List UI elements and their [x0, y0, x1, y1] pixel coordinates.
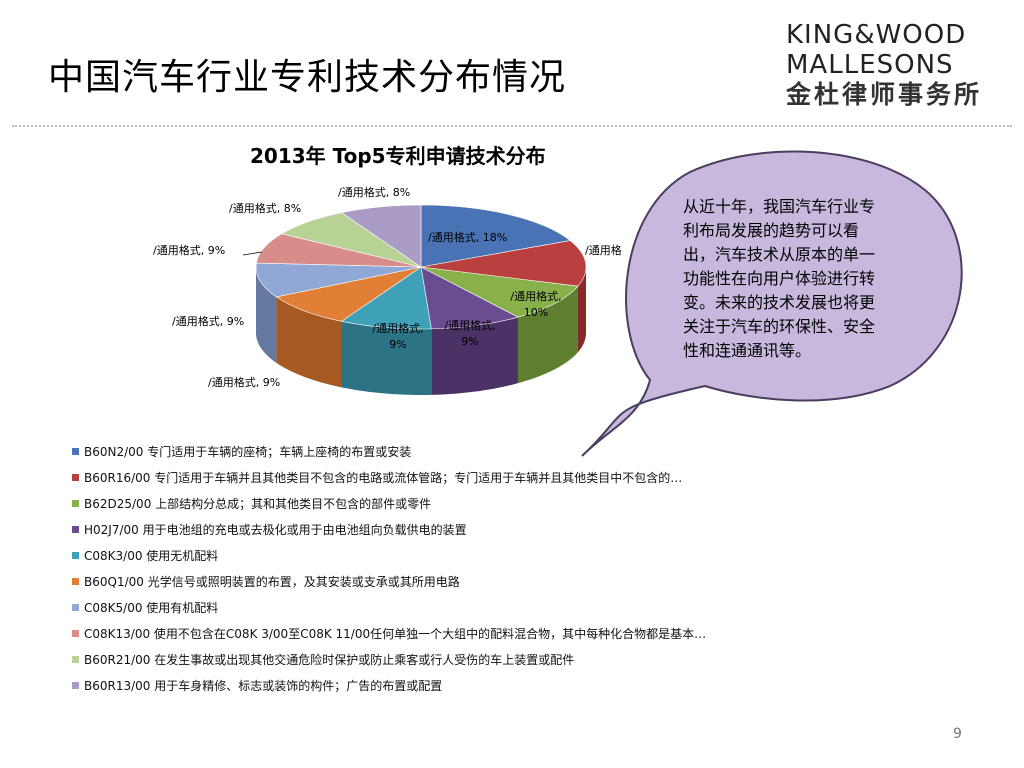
legend-swatch [72, 499, 79, 507]
pie-sides [256, 267, 586, 395]
pie-data-label-2: /通用格 [585, 243, 622, 257]
legend-label: B62D25/00 上部结构分总成；其和其他类目不包含的部件或零件 [84, 496, 432, 511]
pie-leader-lines [242, 251, 263, 256]
slide-title: 中国汽车行业专利技术分布情况 [48, 57, 567, 98]
pie-slice-1 [420, 204, 572, 268]
pie-slice-5 [340, 266, 432, 330]
pie-slice-3 [420, 266, 579, 318]
pie-data-label-9: /通用格式, 8% [229, 201, 301, 215]
legend-label: B60Q1/00 光学信号或照明装置的布置，及其安装或支承或其所用电路 [84, 574, 460, 589]
chart-legend: B60N2/00 专门适用于车辆的座椅；车辆上座椅的布置或安装 B60R16/00… [72, 438, 972, 698]
legend-swatch [72, 629, 79, 637]
legend-swatch [72, 525, 79, 533]
callout-text: 从近十年，我国汽车行业专利布局发展的趋势可以看出，汽车技术从原本的单一功能性在向… [683, 197, 875, 360]
callout-bubble [581, 150, 963, 457]
pie-data-label-7: /通用格式, 9% [172, 314, 244, 328]
legend-label: C08K5/00 使用有机配料 [84, 600, 219, 615]
legend-swatch [72, 473, 79, 481]
title-divider [12, 125, 1012, 127]
legend-item: B62D25/00 上部结构分总成；其和其他类目不包含的部件或零件 [72, 490, 972, 516]
legend-label: C08K3/00 使用无机配料 [84, 548, 219, 563]
legend-item: C08K5/00 使用有机配料 [72, 594, 972, 620]
pie-data-label-5: /通用格式, 9% [372, 321, 423, 351]
legend-item: C08K13/00 使用不包含在C08K 3/00至C08K 11/00任何单独… [72, 620, 972, 646]
legend-label: B60R13/00 用于车身精修、标志或装饰的构件；广告的布置或配置 [84, 678, 443, 693]
legend-item: B60N2/00 专门适用于车辆的座椅；车辆上座椅的布置或安装 [72, 438, 972, 464]
legend-label: H02J7/00 用于电池组的充电或去极化或用于由电池组向负载供电的装置 [84, 522, 467, 537]
pie-data-label-1: /通用格式, 18% [428, 230, 507, 244]
pie-data-label-3: /通用格式, 10% [510, 289, 561, 319]
pie-slice-side-2 [577, 267, 586, 353]
kwm-logo: KING&WOOD MALLESONS 金杜律师事务所 [786, 20, 996, 110]
legend-item: B60R16/00 专门适用于车辆并且其他类目不包含的电路或流体管路；专门适用于… [72, 464, 972, 490]
logo-line-3: 金杜律师事务所 [786, 80, 983, 109]
legend-swatch [72, 577, 79, 585]
pie-slice-10 [340, 204, 422, 268]
chart-title: 2013年 Top5专利申请技术分布 [250, 144, 546, 168]
pie-slice-side-6 [276, 296, 342, 388]
legend-swatch [72, 681, 79, 689]
legend-item: B60R21/00 在发生事故或出现其他交通危险时保护或防止乘客或行人受伤的车上… [72, 646, 972, 672]
pie-slice-2 [420, 240, 587, 287]
pie-slice-side-3 [517, 286, 578, 384]
pie-data-label-4: /通用格式, 9% [444, 318, 495, 348]
legend-label: B60R21/00 在发生事故或出现其他交通危险时保护或防止乘客或行人受伤的车上… [84, 652, 575, 667]
legend-label: C08K13/00 使用不包含在C08K 3/00至C08K 11/00任何单独… [84, 626, 707, 641]
legend-swatch [72, 447, 79, 455]
logo-line-2: MALLESONS [786, 50, 954, 80]
leader-line [242, 251, 263, 256]
pie-data-labels: /通用格式, 18% /通用格/通用格式, 10% /通用格式, 9% /通用格式, 9% /… [153, 185, 622, 389]
pie-slice-side-4 [431, 317, 518, 395]
legend-swatch [72, 551, 79, 559]
legend-item: B60Q1/00 光学信号或照明装置的布置，及其安装或支承或其所用电路 [72, 568, 972, 594]
legend-item: C08K3/00 使用无机配料 [72, 542, 972, 568]
pie-data-label-8: /通用格式, 9% [153, 243, 225, 257]
logo-line-1: KING&WOOD [786, 20, 967, 50]
legend-swatch [72, 655, 79, 663]
legend-item: H02J7/00 用于电池组的充电或去极化或用于由电池组向负载供电的装置 [72, 516, 972, 542]
pie-data-label-6: /通用格式, 9% [208, 375, 280, 389]
speech-bubble-callout: 从近十年，我国汽车行业专利布局发展的趋势可以看出，汽车技术从原本的单一功能性在向… [581, 150, 963, 457]
pie-slice-4 [420, 266, 519, 330]
legend-label: B60N2/00 专门适用于车辆的座椅；车辆上座椅的布置或安装 [84, 444, 412, 459]
pie-slice-6 [275, 266, 422, 322]
pie-data-label-10: /通用格式, 8% [338, 185, 410, 199]
pie-slices [255, 204, 587, 330]
pie-slice-side-7 [256, 267, 277, 363]
legend-label: B60R16/00 专门适用于车辆并且其他类目不包含的电路或流体管路；专门适用于… [84, 470, 683, 485]
pie-slice-7 [255, 262, 422, 298]
pie-slice-side-5 [341, 321, 432, 395]
legend-item: B60R13/00 用于车身精修、标志或装饰的构件；广告的布置或配置 [72, 672, 972, 698]
legend-swatch [72, 603, 79, 611]
page-number: 9 [953, 726, 962, 742]
